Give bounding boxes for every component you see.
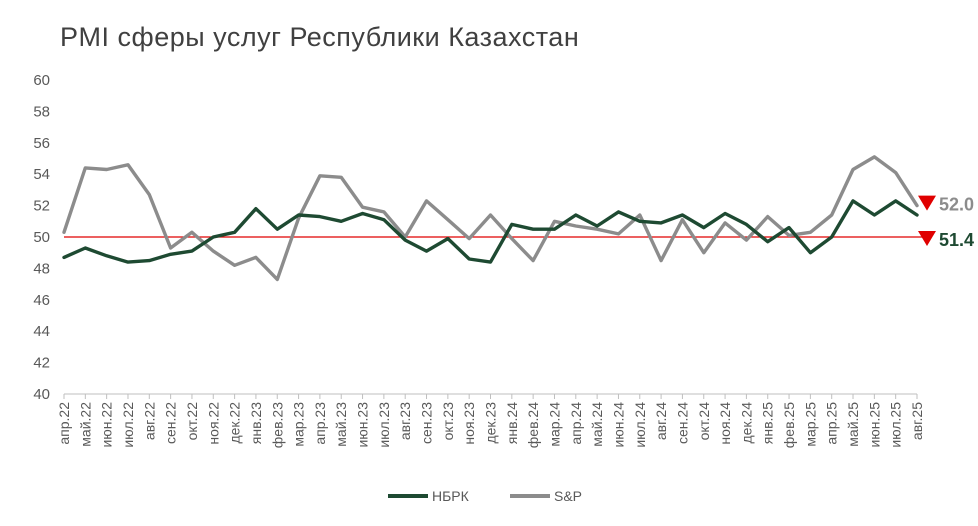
y-tick-label: 56 [33, 135, 50, 152]
x-tick-label: янв.24 [504, 402, 520, 444]
x-tick-label: янв.25 [760, 402, 776, 444]
x-tick-label: авг.23 [397, 402, 413, 440]
end-marker-triangle [918, 231, 936, 246]
x-tick-label: мар.24 [546, 402, 562, 447]
end-marker-triangle [918, 195, 936, 211]
x-tick-label: окт.24 [696, 402, 712, 441]
series-line-sp [62, 155, 919, 282]
y-tick-label: 54 [33, 166, 50, 183]
legend-label: S&P [554, 488, 582, 504]
x-tick-label: июн.23 [355, 402, 371, 448]
end-labels: 51.4 52.0 [918, 195, 974, 250]
x-tick-label: фев.23 [269, 402, 285, 448]
x-tick-label: июн.24 [610, 402, 626, 448]
x-tick-label: май.22 [77, 402, 93, 447]
x-tick-label: май.24 [589, 402, 605, 447]
end-value-label: 52.0 [939, 195, 974, 215]
x-tick-label: июн.25 [866, 402, 882, 448]
x-tick-label: ноя.22 [205, 402, 221, 445]
y-tick-label: 44 [33, 323, 50, 340]
x-tick-label: янв.23 [248, 402, 264, 444]
x-tick-label: дек.23 [483, 402, 499, 444]
x-tick-label: авг.24 [653, 402, 669, 440]
x-tick-label: авг.25 [909, 402, 925, 440]
y-tick-label: 52 [33, 198, 50, 215]
series-line-nbrk [62, 199, 919, 264]
legend: НБРК S&P [388, 488, 582, 504]
y-tick-label: 46 [33, 292, 50, 309]
x-tick-label: июл.24 [632, 402, 648, 448]
x-tick-label: ноя.24 [717, 402, 733, 445]
y-tick-label: 48 [33, 260, 50, 277]
y-tick-label: 60 [33, 72, 50, 89]
x-tick-label: ноя.23 [461, 402, 477, 445]
x-tick-label: мар.25 [802, 402, 818, 447]
x-tick-label: окт.22 [184, 402, 200, 441]
legend-label: НБРК [432, 488, 470, 504]
x-tick-label: май.23 [333, 402, 349, 447]
x-tick-label: авг.22 [141, 402, 157, 440]
x-tick-label: сен.24 [674, 402, 690, 444]
x-tick-label: дек.24 [738, 402, 754, 444]
y-tick-label: 50 [33, 229, 50, 246]
x-tick-label: апр.25 [824, 402, 840, 445]
series-lines [62, 155, 919, 282]
x-tick-label: июл.22 [120, 402, 136, 448]
x-tick-label: дек.22 [227, 402, 243, 444]
x-tick-label: июл.25 [888, 402, 904, 448]
y-tick-label: 42 [33, 355, 50, 372]
end-value-label: 51.4 [939, 230, 974, 250]
y-tick-label: 40 [33, 386, 50, 403]
y-tick-label: 58 [33, 103, 50, 120]
x-axis: апр.22 май.22 июн.22 июл.22 авг.22 сен.22 окт.… [56, 393, 925, 448]
x-tick-label: окт.23 [440, 402, 456, 441]
x-tick-label: сен.23 [419, 402, 435, 444]
x-tick-label: июл.23 [376, 402, 392, 448]
x-tick-label: апр.23 [312, 402, 328, 445]
x-tick-label: сен.22 [163, 402, 179, 444]
x-tick-label: апр.22 [56, 402, 72, 445]
y-axis: 40 42 44 46 48 50 52 54 56 58 60 [33, 72, 50, 403]
x-tick-label: фев.24 [525, 402, 541, 448]
x-tick-label: мар.23 [291, 402, 307, 447]
x-tick-label: июн.22 [99, 402, 115, 448]
x-tick-label: апр.24 [568, 402, 584, 445]
chart-title: PMI сферы услуг Республики Казахстан [60, 22, 580, 52]
x-tick-label: фев.25 [781, 402, 797, 448]
x-tick-label: май.25 [845, 402, 861, 447]
